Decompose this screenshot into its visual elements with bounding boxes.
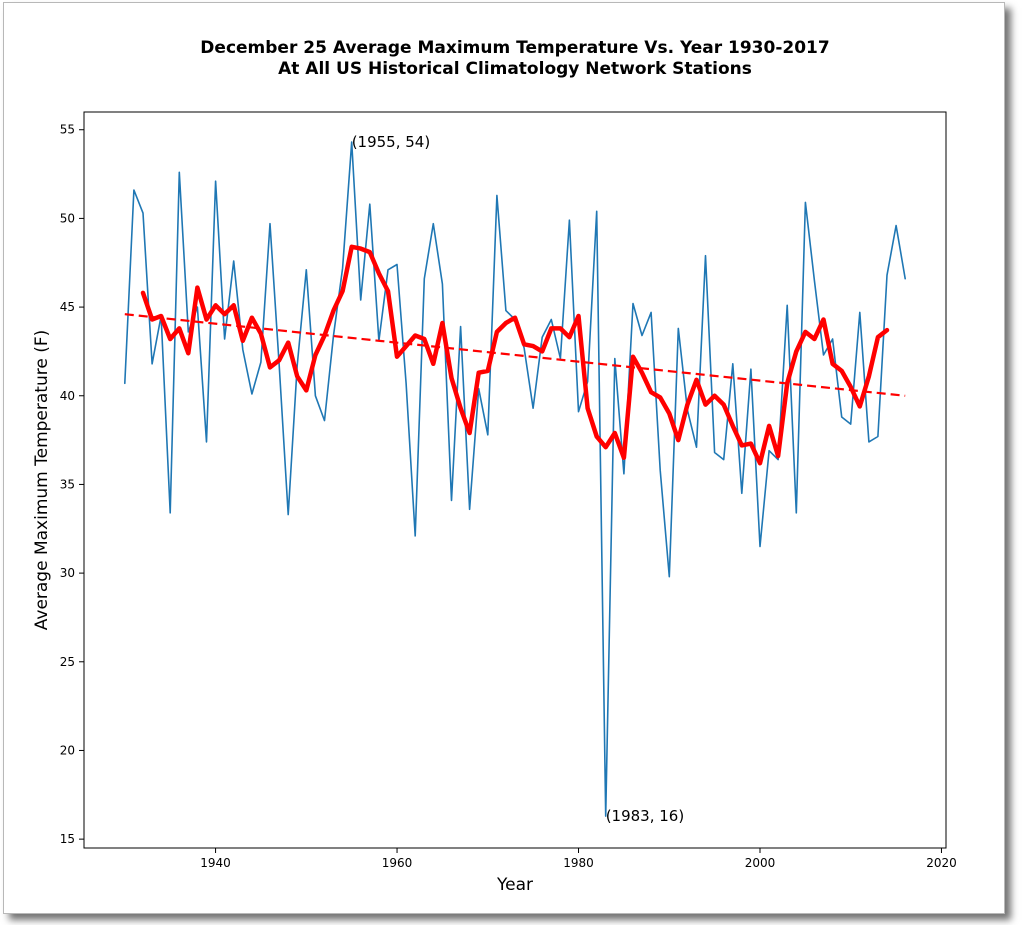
series-line-thin-line xyxy=(124,141,907,817)
annotations: (1955, 54) (1983, 16) xyxy=(352,133,685,825)
x-tick-label: 1980 xyxy=(563,856,594,870)
x-tick-label: 2000 xyxy=(745,856,776,870)
y-tick-label: 55 xyxy=(60,123,75,137)
x-tick-label: 1960 xyxy=(382,856,413,870)
y-tick-label: 20 xyxy=(60,743,75,757)
x-tick-label: 2020 xyxy=(926,856,957,870)
plot-frame xyxy=(83,111,947,849)
series-line-thick-moving-average xyxy=(140,244,890,466)
y-tick-label: 25 xyxy=(60,655,75,669)
x-axis: 1940 1960 1980 2000 2020 xyxy=(200,848,957,870)
y-tick-label: 40 xyxy=(60,389,75,403)
x-axis-label: Year xyxy=(496,875,533,895)
y-axis: 15 20 25 30 35 40 45 50 55 xyxy=(60,123,84,846)
series-line-dashed-trend xyxy=(124,313,906,397)
plot-marks xyxy=(124,141,907,817)
y-tick-label: 35 xyxy=(60,477,75,491)
y-tick-label: 50 xyxy=(60,211,75,225)
x-tick-label: 1940 xyxy=(200,856,231,870)
y-tick-label: 45 xyxy=(60,300,75,314)
annotation-label: (1955, 54) xyxy=(352,133,431,151)
annotation-label: (1983, 16) xyxy=(606,807,685,825)
figure-frame xyxy=(3,2,1005,914)
chart-title-line2: At All US Historical Climatology Network… xyxy=(278,59,752,79)
chart-title-line1: December 25 Average Maximum Temperature … xyxy=(200,38,829,58)
y-tick-label: 30 xyxy=(60,566,75,580)
y-tick-label: 15 xyxy=(60,832,75,846)
y-axis-label: Average Maximum Temperature (F) xyxy=(32,330,52,631)
